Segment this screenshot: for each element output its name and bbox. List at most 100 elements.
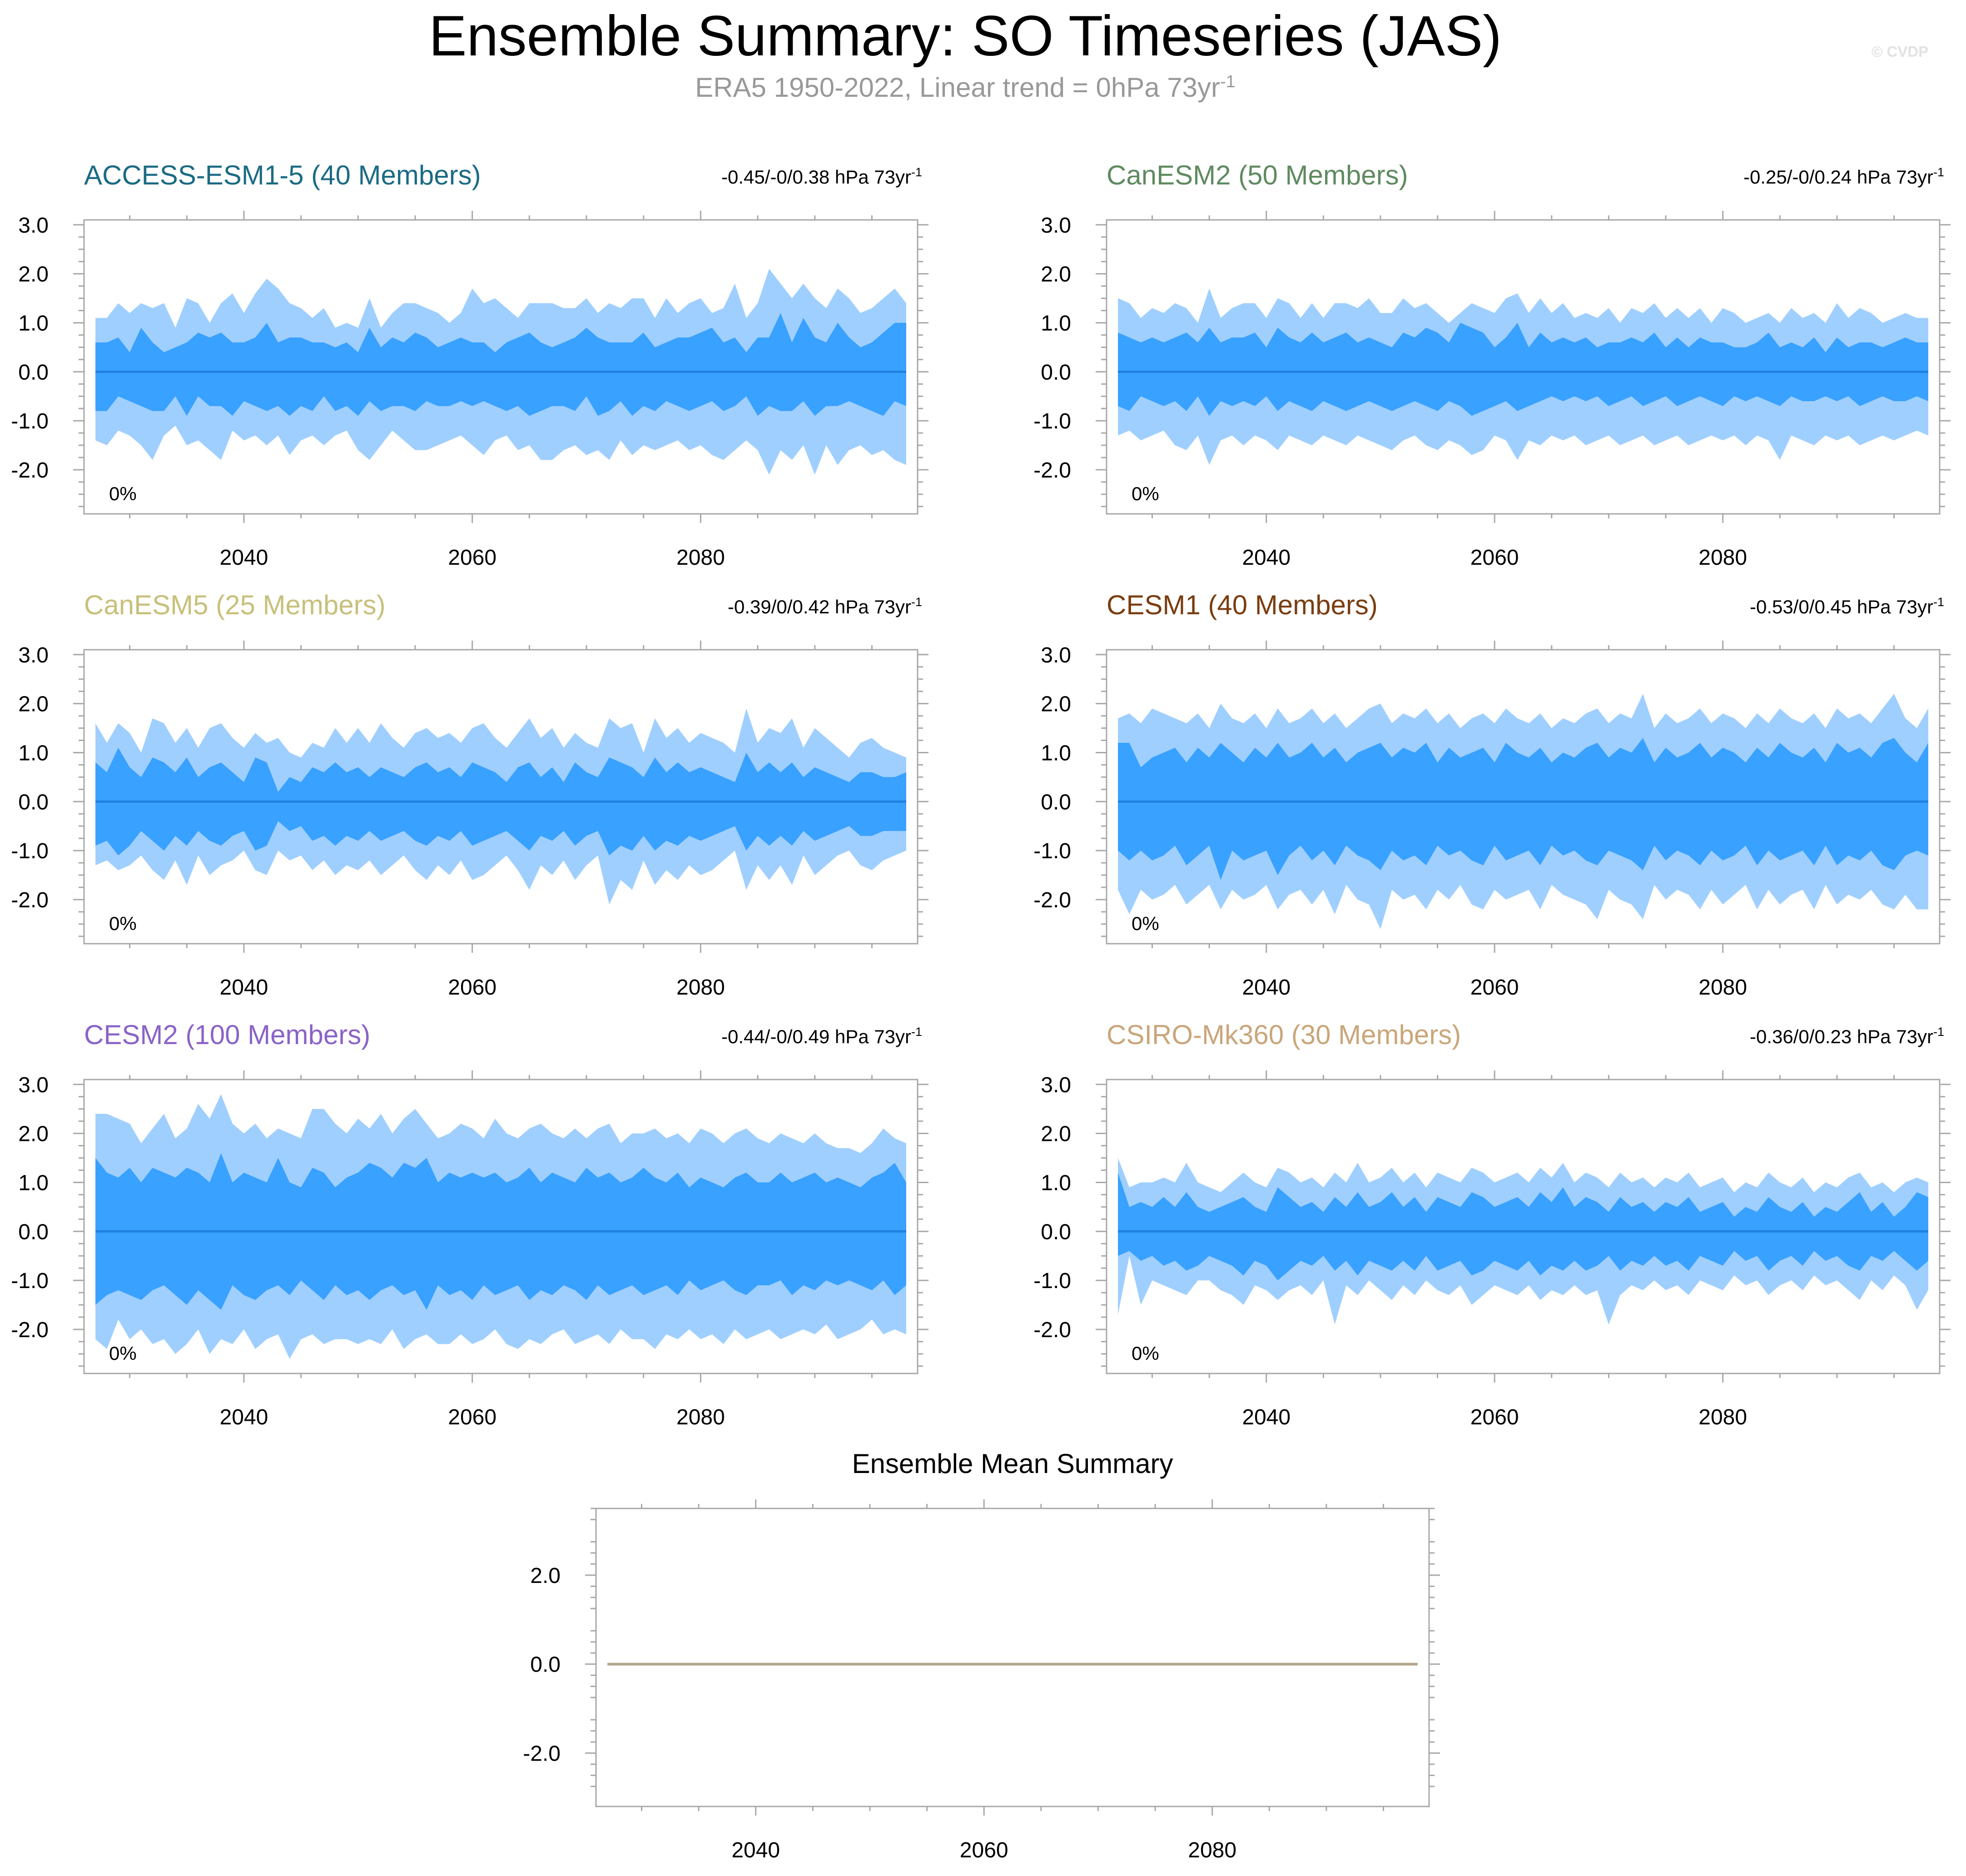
plot-frame — [595, 1508, 1430, 1807]
x-tick-label: 2040 — [220, 546, 268, 570]
x-tick-label: 2060 — [1470, 1405, 1519, 1429]
y-tick-label: -2.0 — [11, 1318, 49, 1342]
panel-6: CSIRO-Mk360 (30 Members) -0.36/0/0.23 hPa… — [1033, 1020, 1951, 1429]
x-tick-label: 2080 — [676, 546, 725, 570]
x-tick-label: 2060 — [1470, 975, 1519, 1000]
trend-range-superscript: -1 — [1933, 1025, 1944, 1039]
y-tick-label: 2.0 — [1041, 1122, 1071, 1146]
y-tick-label: 1.0 — [1041, 741, 1071, 765]
percent-label: 0% — [1132, 483, 1159, 504]
y-tick-label: 1.0 — [1041, 1171, 1071, 1195]
trend-range-text: -0.45/-0/0.38 hPa 73yr — [721, 166, 911, 188]
plot-frame — [1106, 1079, 1941, 1374]
x-tick-label: 2080 — [1698, 1405, 1747, 1429]
panel-7: Ensemble Mean Summary 2040 2060 2080 2.0 0.0 -… — [523, 1448, 1440, 1862]
panel-title: CanESM5 (25 Members) — [84, 590, 386, 620]
percent-label: 0% — [109, 483, 137, 504]
y-tick-label: 2.0 — [1041, 263, 1071, 287]
y-tick-label: 0.0 — [530, 1653, 561, 1677]
y-tick-label: 0.0 — [1041, 360, 1071, 384]
x-tick-label: 2060 — [1470, 546, 1519, 570]
percent-label: 0% — [109, 1343, 137, 1364]
y-tick-label: 3.0 — [1041, 1073, 1071, 1097]
panel-2: CanESM2 (50 Members) -0.25/-0/0.24 hPa 73… — [1033, 160, 1951, 570]
y-tick-label: -2.0 — [11, 458, 49, 483]
x-tick-label: 2080 — [1698, 975, 1747, 1000]
x-tick-label: 2040 — [1242, 1405, 1291, 1429]
x-tick-label: 2040 — [1242, 546, 1291, 570]
y-tick-label: 2.0 — [18, 1122, 49, 1146]
y-tick-label: -1.0 — [1033, 839, 1071, 863]
y-tick-label: 1.0 — [18, 741, 49, 765]
panel-1: ACCESS-ESM1-5 (40 Members) -0.45/-0/0.38 … — [11, 160, 928, 570]
y-tick-label: 0.0 — [18, 1220, 49, 1244]
trend-range-text: -0.44/-0/0.49 hPa 73yr — [721, 1026, 911, 1047]
panel-5: CESM2 (100 Members) -0.44/-0/0.49 hPa 73y… — [11, 1020, 928, 1429]
watermark: © CVDP — [1872, 43, 1929, 60]
subtitle-superscript: -1 — [1220, 72, 1236, 91]
x-tick-label: 2040 — [220, 1405, 268, 1429]
y-tick-label: 3.0 — [18, 643, 49, 667]
y-tick-label: -1.0 — [1033, 1269, 1071, 1293]
y-tick-label: 2.0 — [530, 1564, 561, 1588]
inner-percentile-band — [1118, 738, 1928, 880]
y-tick-label: -1.0 — [11, 839, 49, 863]
y-tick-label: -1.0 — [11, 409, 49, 433]
trend-range-label: -0.25/-0/0.24 hPa 73yr-1 — [1743, 165, 1944, 188]
trend-range-label: -0.39/0/0.42 hPa 73yr-1 — [728, 595, 922, 617]
trend-range-label: -0.53/0/0.45 hPa 73yr-1 — [1750, 595, 1944, 617]
y-tick-label: -2.0 — [523, 1742, 561, 1766]
panel-title: Ensemble Mean Summary — [852, 1448, 1173, 1479]
x-tick-label: 2040 — [220, 975, 268, 1000]
x-tick-label: 2080 — [1188, 1838, 1236, 1862]
panel-3: CanESM5 (25 Members) -0.39/0/0.42 hPa 73y… — [11, 590, 928, 1000]
x-tick-label: 2060 — [448, 1405, 496, 1429]
trend-range-label: -0.36/0/0.23 hPa 73yr-1 — [1750, 1025, 1944, 1047]
plot-frame — [83, 219, 918, 515]
subtitle-text: ERA5 1950-2022, Linear trend = 0hPa 73yr — [695, 72, 1220, 103]
trend-range-text: -0.39/0/0.42 hPa 73yr — [728, 596, 911, 617]
inner-percentile-band — [1118, 323, 1928, 416]
panel-title: CESM1 (40 Members) — [1107, 590, 1378, 620]
plot-frame — [1106, 219, 1941, 515]
y-tick-label: 2.0 — [18, 692, 49, 717]
panel-4: CESM1 (40 Members) -0.53/0/0.45 hPa 73yr-… — [1033, 590, 1951, 1000]
y-tick-label: -1.0 — [11, 1269, 49, 1293]
y-tick-label: 3.0 — [1041, 214, 1071, 238]
trend-range-superscript: -1 — [911, 165, 922, 179]
x-tick-label: 2080 — [1698, 546, 1747, 570]
y-tick-label: 0.0 — [18, 360, 49, 384]
trend-range-text: -0.36/0/0.23 hPa 73yr — [1750, 1026, 1933, 1047]
percent-label: 0% — [1132, 1343, 1159, 1364]
inner-percentile-band — [1118, 1172, 1928, 1281]
trend-range-superscript: -1 — [1933, 595, 1944, 609]
plot-frame — [83, 1079, 918, 1374]
y-tick-label: -2.0 — [1033, 458, 1071, 483]
y-tick-label: 3.0 — [1041, 643, 1071, 667]
trend-range-superscript: -1 — [1933, 165, 1944, 179]
x-tick-label: 2060 — [448, 975, 496, 1000]
y-tick-label: -2.0 — [1033, 1318, 1071, 1342]
inner-percentile-band — [95, 313, 906, 416]
panel-title: ACCESS-ESM1-5 (40 Members) — [84, 160, 481, 190]
y-tick-label: -2.0 — [1033, 888, 1071, 912]
x-tick-label: 2080 — [676, 975, 725, 1000]
y-tick-label: 0.0 — [1041, 1220, 1071, 1244]
y-tick-label: 0.0 — [18, 790, 49, 814]
figure-title: Ensemble Summary: SO Timeseries (JAS) — [429, 5, 1502, 68]
y-tick-label: 2.0 — [1041, 692, 1071, 717]
trend-range-text: -0.53/0/0.45 hPa 73yr — [1750, 596, 1933, 617]
x-tick-label: 2040 — [1242, 975, 1291, 1000]
x-tick-label: 2060 — [448, 546, 496, 570]
plot-frame — [1106, 649, 1941, 945]
panel-title: CanESM2 (50 Members) — [1107, 160, 1408, 190]
y-tick-label: 1.0 — [18, 1171, 49, 1195]
x-tick-label: 2080 — [676, 1405, 725, 1429]
y-tick-label: 3.0 — [18, 1073, 49, 1097]
trend-range-text: -0.25/-0/0.24 hPa 73yr — [1743, 166, 1933, 188]
trend-range-superscript: -1 — [911, 1025, 922, 1039]
panel-title: CSIRO-Mk360 (30 Members) — [1107, 1020, 1461, 1050]
trend-range-superscript: -1 — [911, 595, 922, 609]
y-tick-label: 2.0 — [18, 263, 49, 287]
